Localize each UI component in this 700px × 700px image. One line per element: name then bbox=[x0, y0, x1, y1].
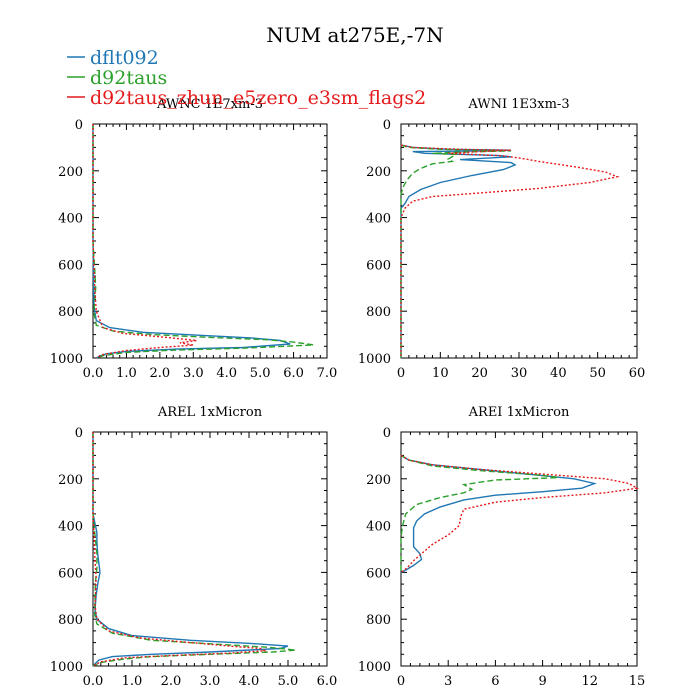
y-tick-label: 800 bbox=[366, 305, 391, 320]
x-tick-label: 15 bbox=[629, 674, 646, 689]
x-tick-label: 40 bbox=[550, 366, 567, 381]
panel-awnc: AWNC 1E7xm-3 0.0 1.0 2.0 3.0 4.0 5.0 6.0 7.0 0 200… bbox=[50, 97, 337, 381]
series-line-dflt092 bbox=[400, 144, 517, 358]
panel-title: AWNC 1E7xm-3 bbox=[156, 97, 263, 112]
y-tick-label: 1000 bbox=[358, 660, 391, 675]
y-tick-label: 0 bbox=[75, 426, 83, 441]
series-line-d92taus bbox=[400, 144, 512, 358]
y-tick-label: 400 bbox=[58, 520, 83, 535]
series-line-d92taus bbox=[92, 124, 314, 359]
y-tick-label: 200 bbox=[366, 165, 391, 180]
x-tick-label: 0 bbox=[397, 674, 405, 689]
y-tick-label: 0 bbox=[383, 118, 391, 133]
y-tick-label: 1000 bbox=[50, 352, 83, 367]
x-tick-label: 9 bbox=[538, 674, 546, 689]
y-tick-label: 600 bbox=[58, 258, 83, 273]
x-tick-label: 0 bbox=[397, 366, 405, 381]
series-line-dflt092 bbox=[92, 124, 291, 359]
x-tick-label: 3.0 bbox=[183, 366, 204, 381]
y-tick-label: 600 bbox=[366, 566, 391, 581]
panel-title: AREI 1xMicron bbox=[468, 405, 570, 420]
y-tick-label: 0 bbox=[383, 426, 391, 441]
x-tick-label: 1.0 bbox=[116, 366, 137, 381]
panel-arei: AREI 1xMicron 0 3 6 9 12 15 0 200 400 600 800 1000 bbox=[358, 405, 645, 689]
x-tick-label: 0.0 bbox=[83, 674, 104, 689]
x-tick-label: 7.0 bbox=[317, 366, 338, 381]
x-tick-label: 6.0 bbox=[283, 366, 304, 381]
series-line-dflt092 bbox=[92, 432, 289, 667]
plot-frame bbox=[400, 123, 638, 359]
series-line-dflt092 bbox=[400, 454, 597, 574]
x-tick-label: 2.0 bbox=[161, 674, 182, 689]
plot-frame bbox=[92, 431, 328, 667]
x-tick-label: 20 bbox=[471, 366, 488, 381]
panel-awni: AWNI 1E3xm-30 10 20 30 40 50 60020040060080010… bbox=[358, 97, 645, 381]
panel-title: AREL 1xMicron bbox=[157, 405, 263, 420]
y-tick-label: 200 bbox=[366, 473, 391, 488]
y-tick-label: 800 bbox=[58, 305, 83, 320]
x-tick-label: 10 bbox=[432, 366, 449, 381]
y-tick-label: 200 bbox=[58, 165, 83, 180]
x-tick-label: 3.0 bbox=[200, 674, 221, 689]
x-tick-label: 50 bbox=[589, 366, 606, 381]
y-tick-label: 1000 bbox=[50, 660, 83, 675]
legend: dflt092 d92taus d92taus_zhun_e5zero_e3sm… bbox=[67, 47, 426, 109]
x-tick-label: 12 bbox=[582, 674, 599, 689]
y-tick-label: 1000 bbox=[358, 352, 391, 367]
figure-title: NUM at275E,-7N bbox=[266, 23, 443, 47]
series-line-d92taus_zhun_e5zero_e3sm_flags2 bbox=[400, 454, 640, 573]
panel-title: AWNI 1E3xm-3 bbox=[467, 97, 569, 112]
y-tick-label: 400 bbox=[58, 212, 83, 227]
y-tick-label: 600 bbox=[58, 566, 83, 581]
plot-frame bbox=[92, 123, 328, 359]
x-tick-label: 1.0 bbox=[122, 674, 143, 689]
series-line-d92taus_zhun_e5zero_e3sm_flags2 bbox=[400, 144, 620, 358]
x-tick-label: 2.0 bbox=[150, 366, 171, 381]
x-tick-label: 0.0 bbox=[83, 366, 104, 381]
series-line-d92taus bbox=[400, 454, 559, 573]
x-tick-label: 3 bbox=[444, 674, 452, 689]
series-line-d92taus_zhun_e5zero_e3sm_flags2 bbox=[92, 124, 197, 359]
x-tick-label: 5.0 bbox=[278, 674, 299, 689]
y-tick-label: 800 bbox=[366, 613, 391, 628]
series-line-d92taus_zhun_e5zero_e3sm_flags2 bbox=[92, 432, 267, 667]
y-tick-label: 800 bbox=[58, 613, 83, 628]
x-tick-label: 6 bbox=[491, 674, 499, 689]
panel-arel: AREL 1xMicron 0.0 1.0 2.0 3.0 4.0 5.0 6.0 0 200 40… bbox=[50, 405, 337, 689]
y-tick-label: 200 bbox=[58, 473, 83, 488]
y-tick-label: 400 bbox=[366, 212, 391, 227]
y-tick-label: 0 bbox=[75, 118, 83, 133]
x-tick-label: 30 bbox=[511, 366, 528, 381]
x-tick-label: 60 bbox=[629, 366, 646, 381]
legend-label-2: d92taus_zhun_e5zero_e3sm_flags2 bbox=[90, 87, 426, 109]
x-tick-label: 6.0 bbox=[317, 674, 338, 689]
plot-frame bbox=[400, 431, 638, 667]
x-tick-label: 4.0 bbox=[216, 366, 237, 381]
x-tick-label: 4.0 bbox=[239, 674, 260, 689]
series-line-d92taus bbox=[92, 432, 296, 667]
y-tick-label: 400 bbox=[366, 520, 391, 535]
legend-label-0: dflt092 bbox=[90, 47, 159, 69]
x-tick-label: 5.0 bbox=[250, 366, 271, 381]
y-tick-label: 600 bbox=[366, 258, 391, 273]
legend-label-1: d92taus bbox=[90, 67, 167, 89]
